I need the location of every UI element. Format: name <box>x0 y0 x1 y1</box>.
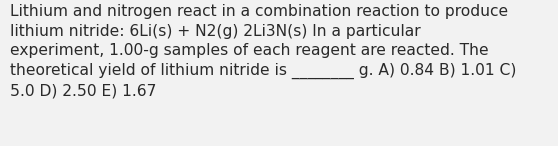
Text: Lithium and nitrogen react in a combination reaction to produce
lithium nitride:: Lithium and nitrogen react in a combinat… <box>10 4 516 99</box>
